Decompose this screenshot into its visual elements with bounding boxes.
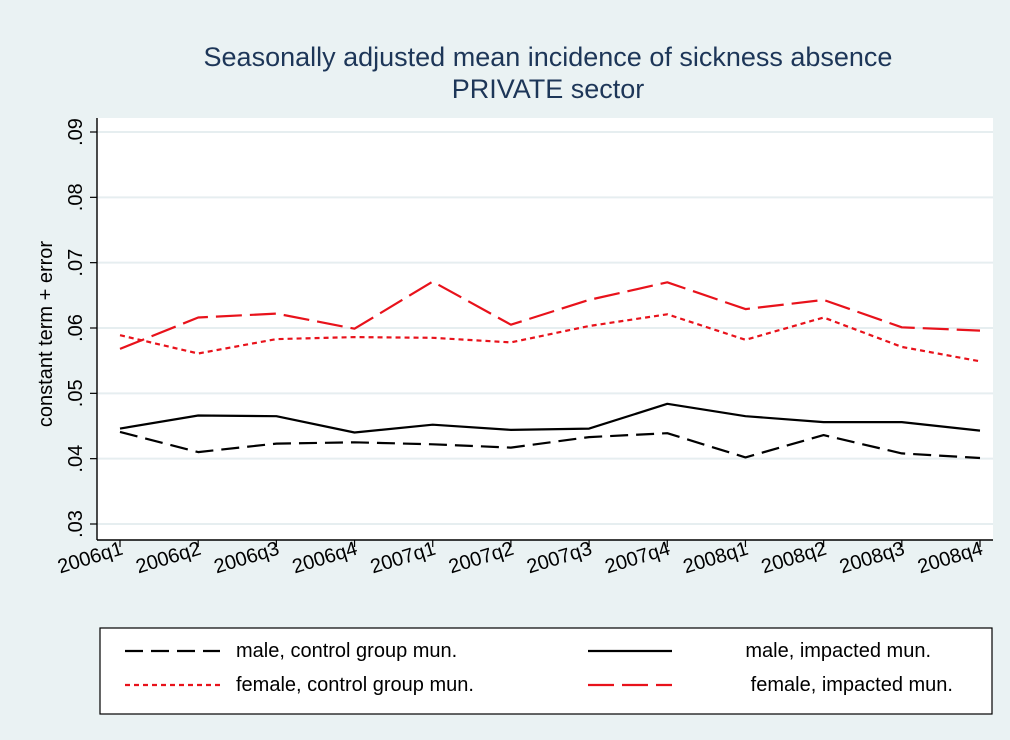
x-tick-label: 2008q1	[681, 538, 751, 579]
y-tick-label: .06	[65, 314, 87, 342]
legend-label: female, control group mun.	[236, 674, 474, 696]
series-lines	[119, 280, 981, 460]
x-tick-label: 2007q2	[446, 538, 516, 579]
series-line-1	[119, 430, 981, 460]
legend-label: male, impacted mun.	[745, 640, 931, 662]
y-tick-label: .09	[65, 118, 87, 146]
x-tick-label: 2006q3	[212, 538, 282, 579]
x-tick-label: 2006q1	[55, 538, 125, 579]
series-line-2	[119, 402, 981, 434]
y-tick-label: .07	[65, 249, 87, 277]
x-tick-label: 2006q4	[290, 538, 360, 579]
x-tick-label: 2008q2	[759, 538, 829, 579]
chart-title: Seasonally adjusted mean incidence of si…	[204, 42, 893, 72]
legend-label: male, control group mun.	[236, 640, 457, 662]
y-tick-label: .03	[65, 510, 87, 538]
legend: male, control group mun. male, impacted m…	[125, 640, 953, 696]
legend-label: female, impacted mun.	[751, 674, 953, 696]
series-line-4	[119, 280, 981, 350]
y-tick-label: .05	[65, 379, 87, 407]
x-tick-label: 2007q4	[602, 538, 672, 579]
x-tick-label: 2008q3	[837, 538, 907, 579]
x-tick-label: 2007q3	[524, 538, 594, 579]
legend-box	[99, 627, 993, 715]
x-tick-label: 2007q1	[368, 538, 438, 579]
y-axis-label: constant term + error	[35, 241, 57, 428]
axes	[90, 118, 993, 547]
series-line-3	[119, 313, 981, 363]
x-tick-labels: 2006q1 2006q2 2006q3 2006q4 2007q1 2007q2 2007…	[55, 538, 985, 579]
x-tick-label: 2006q2	[133, 538, 203, 579]
y-tick-labels: .03 .04 .05 .06 .07 .08 .09	[65, 118, 87, 538]
grid-lines	[97, 131, 993, 525]
y-tick-label: .08	[65, 183, 87, 211]
x-tick-label: 2008q4	[915, 538, 985, 579]
chart-subtitle: PRIVATE sector	[452, 74, 645, 104]
y-tick-label: .04	[65, 445, 87, 473]
